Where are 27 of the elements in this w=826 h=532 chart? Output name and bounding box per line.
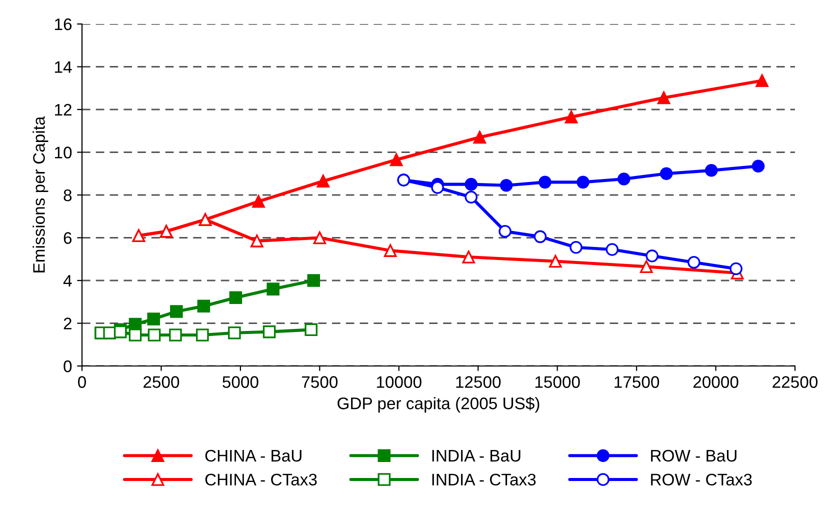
x-tick-label: 22500 xyxy=(772,376,818,388)
x-tick-label: 5000 xyxy=(222,376,258,388)
y-tick-label: 16 xyxy=(55,18,72,30)
y-tick-label: 0 xyxy=(64,360,72,372)
x-axis-title: GDP per capita (2005 US$) xyxy=(338,396,540,413)
x-tick-label: 10000 xyxy=(376,376,422,388)
y-tick-label: 8 xyxy=(64,189,72,202)
x-tick-label: 7500 xyxy=(302,376,338,388)
x-tick-label: 2500 xyxy=(144,376,180,388)
y-tick-label: 2 xyxy=(64,318,72,330)
x-tick-label: 15000 xyxy=(535,376,580,388)
x-tick-label: 0 xyxy=(78,376,86,388)
legend-label: ROW - CTax3 xyxy=(651,474,752,486)
y-tick-label: 10 xyxy=(55,146,72,158)
legend-label: INDIA - BaU xyxy=(432,450,520,462)
y-tick-label: 12 xyxy=(55,104,72,116)
x-tick-label: 17500 xyxy=(614,376,660,388)
legend-label: INDIA - CTax3 xyxy=(432,474,536,486)
y-tick-label: 14 xyxy=(55,61,72,73)
legend-label: CHINA - CTax3 xyxy=(205,474,317,486)
y-tick-label: 4 xyxy=(63,275,72,287)
legend-label: ROW - BaU xyxy=(651,450,736,462)
x-tick-label: 20000 xyxy=(693,376,738,388)
legend-label: CHINA - BaU xyxy=(205,450,302,462)
y-axis-title: Emissions per Capita xyxy=(32,116,48,272)
y-tick-label: 6 xyxy=(64,232,72,244)
x-tick-label: 12500 xyxy=(456,376,501,388)
